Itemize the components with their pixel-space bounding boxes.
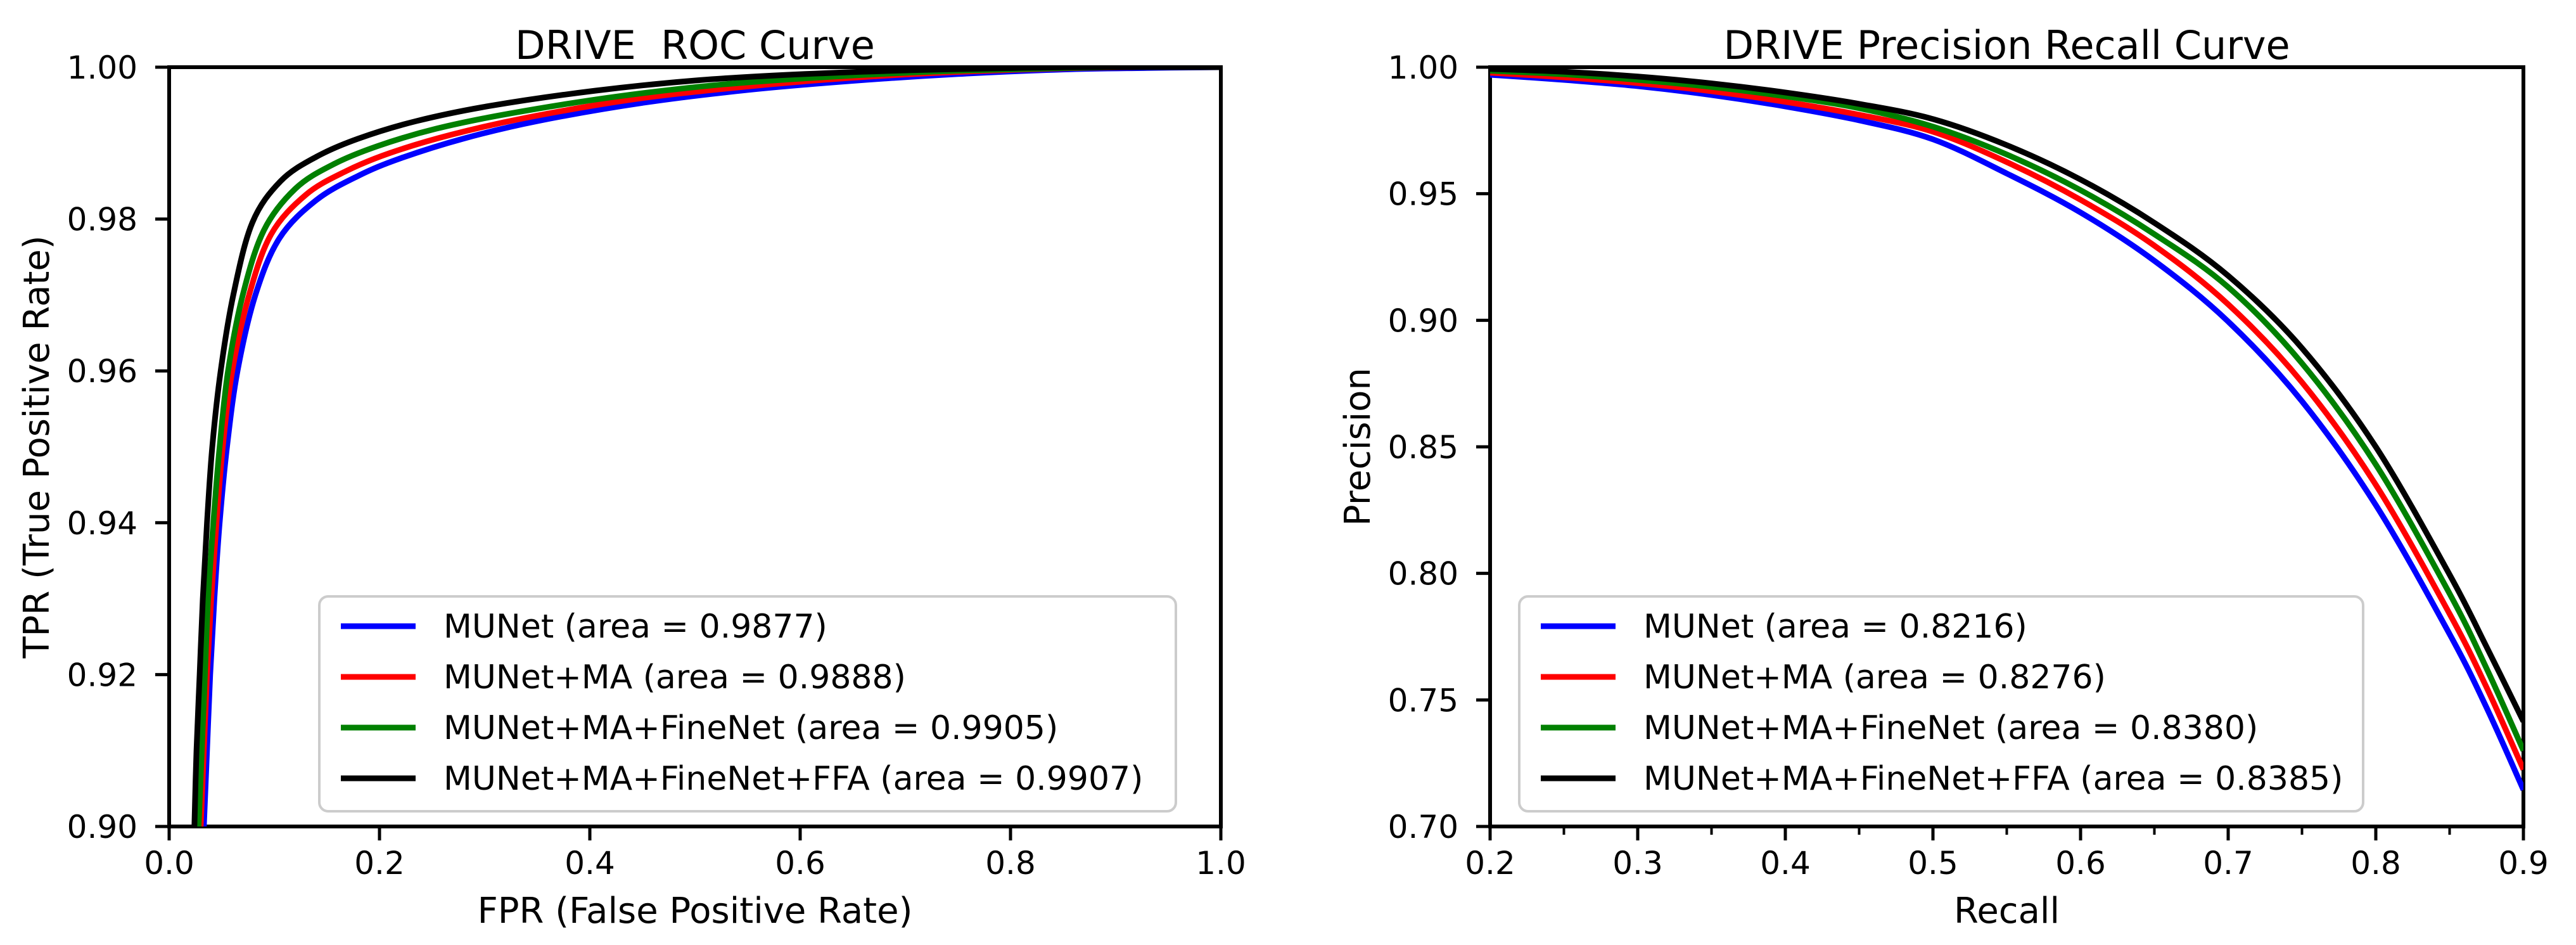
pr-chart: 0.2 0.3 0.4 0.5 0.6 0.7 0.8 0.9 0.70 0.75 0.80 0.85… xyxy=(1337,22,2549,932)
pr-legend-label-munet: MUNet (area = 0.8216) xyxy=(1643,608,2027,646)
x-tick-label: 0.8 xyxy=(2350,845,2401,882)
x-tick-label: 0.9 xyxy=(2498,845,2549,882)
y-tick-label: 0.80 xyxy=(1388,556,1458,593)
y-tick-label: 0.92 xyxy=(67,657,137,693)
y-tick-label: 0.70 xyxy=(1388,809,1458,845)
pr-title: DRIVE Precision Recall Curve xyxy=(1723,22,2290,68)
x-tick-label: 0.8 xyxy=(985,845,1036,882)
x-tick-label: 0.7 xyxy=(2203,845,2254,882)
y-tick-label: 1.00 xyxy=(1388,49,1458,86)
x-tick-label: 0.4 xyxy=(1760,845,1811,882)
roc-legend-box xyxy=(318,595,1177,813)
y-tick-label: 0.94 xyxy=(67,505,137,542)
x-tick-label: 0.6 xyxy=(2055,845,2106,882)
pr-y-axis-label: Precision xyxy=(1337,368,1379,526)
pr-curve-munet-ma-finenet-ffa xyxy=(1490,67,2523,723)
x-tick-label: 0.4 xyxy=(564,845,615,882)
y-tick-label: 0.96 xyxy=(67,353,137,390)
y-tick-label: 0.90 xyxy=(67,809,137,845)
x-tick-label: 0.5 xyxy=(1908,845,1958,882)
roc-legend-label-munet: MUNet (area = 0.9877) xyxy=(443,608,827,646)
roc-y-axis-label: TPR (True Positive Rate) xyxy=(16,235,58,659)
pr-series-group xyxy=(1490,67,2523,791)
roc-chart-container: 0.0 0.2 0.4 0.6 0.8 1.0 0.90 0.92 0.94 0.96 0.98 1.… xyxy=(16,22,1246,932)
y-tick-label: 0.75 xyxy=(1388,682,1458,719)
y-tick-label: 0.95 xyxy=(1388,176,1458,213)
pr-plot-border xyxy=(1488,65,2525,828)
x-tick-label: 0.3 xyxy=(1612,845,1663,882)
pr-legend-label-munet-ma-finenet-ffa: MUNet+MA+FineNet+FFA (area = 0.8385) xyxy=(1643,760,2343,798)
roc-axes: 0.0 0.2 0.4 0.6 0.8 1.0 0.90 0.92 0.94 0.96 0.98 1.… xyxy=(67,49,1246,882)
x-tick-label: 0.2 xyxy=(1465,845,1515,882)
roc-title: DRIVE ROC Curve xyxy=(515,22,875,68)
roc-x-axis-label: FPR (False Positive Rate) xyxy=(478,890,913,932)
pr-chart-container: 0.2 0.3 0.4 0.5 0.6 0.7 0.8 0.9 0.70 0.75 0.80 0.85… xyxy=(1288,0,2576,945)
x-tick-label: 0.6 xyxy=(775,845,826,882)
y-tick-label: 1.00 xyxy=(67,49,137,86)
pr-x-axis-label: Recall xyxy=(1954,890,2060,932)
y-tick-label: 0.98 xyxy=(67,202,137,238)
roc-chart: 0.0 0.2 0.4 0.6 0.8 1.0 0.90 0.92 0.94 0.96 0.98 1.… xyxy=(16,22,1246,932)
pr-curve-munet-ma-finenet xyxy=(1490,68,2523,752)
y-tick-label: 0.90 xyxy=(1388,302,1458,339)
roc-legend-label-munet-ma-finenet: MUNet+MA+FineNet (area = 0.9905) xyxy=(443,709,1058,747)
pr-curve-munet xyxy=(1490,72,2523,791)
roc-legend-label-munet-ma: MUNet+MA (area = 0.9888) xyxy=(443,659,906,697)
roc-legend: MUNet (area = 0.9877) MUNet+MA (area = 0.… xyxy=(318,595,1177,813)
x-tick-label: 0.2 xyxy=(354,845,405,882)
pr-legend-label-munet-ma-finenet: MUNet+MA+FineNet (area = 0.8380) xyxy=(1643,709,2258,747)
roc-legend-label-munet-ma-finenet-ffa: MUNet+MA+FineNet+FFA (area = 0.9907) xyxy=(443,760,1143,798)
roc-series-group xyxy=(191,67,1221,826)
roc-curve-munet-ma-finenet-ffa xyxy=(191,67,1221,826)
pr-axes: 0.2 0.3 0.4 0.5 0.6 0.7 0.8 0.9 0.70 0.75 0.80 0.85… xyxy=(1388,49,2549,882)
pr-legend-label-munet-ma: MUNet+MA (area = 0.8276) xyxy=(1643,659,2106,697)
pr-legend-box xyxy=(1518,595,2364,813)
roc-plot-border xyxy=(167,65,1223,828)
pr-curve-munet-ma xyxy=(1490,70,2523,771)
x-tick-label: 1.0 xyxy=(1196,845,1246,882)
y-tick-label: 0.85 xyxy=(1388,429,1458,466)
x-tick-label: 0.0 xyxy=(144,845,194,882)
pr-legend: MUNet (area = 0.8216) MUNet+MA (area = 0.… xyxy=(1518,595,2364,813)
